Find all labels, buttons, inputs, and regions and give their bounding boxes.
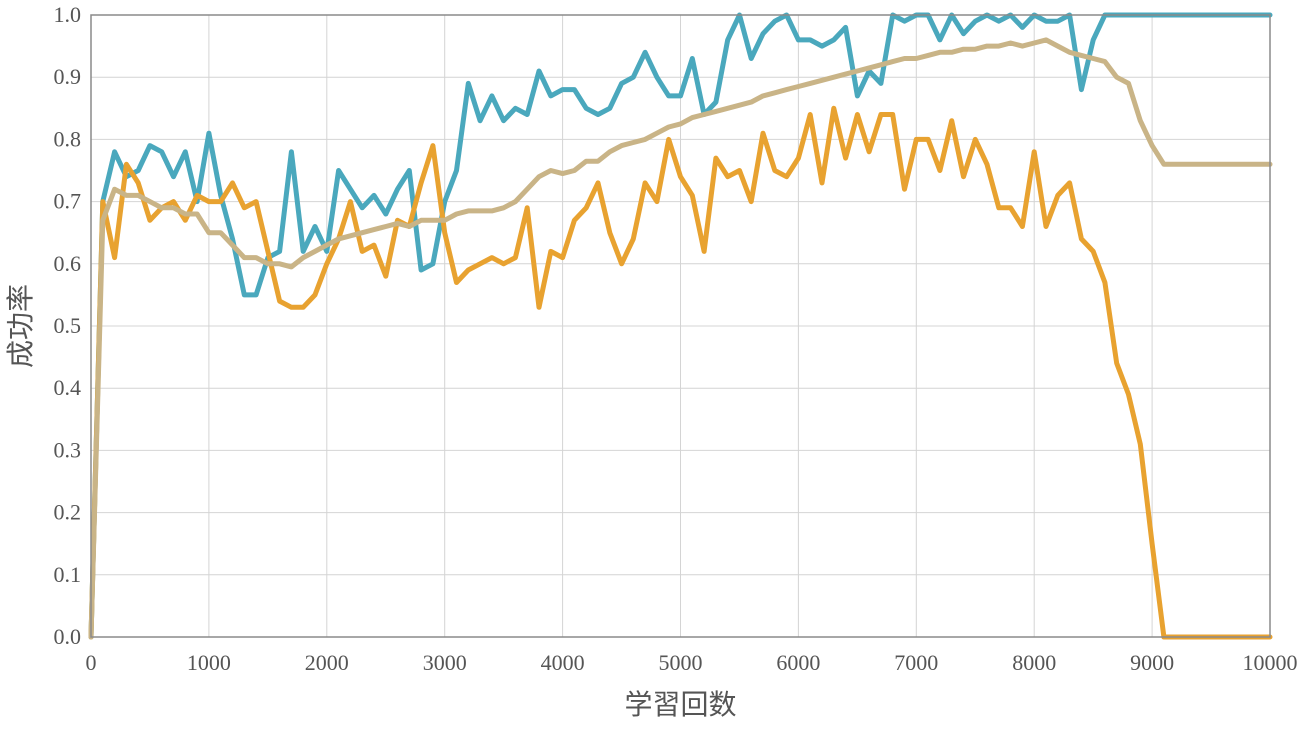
- x-tick-label: 7000: [894, 650, 938, 675]
- plot-frame: [90, 14, 1271, 638]
- x-axis-title: 学習回数: [624, 688, 736, 721]
- y-axis-title: 成功率: [4, 284, 37, 368]
- y-tick-label: 1.0: [54, 2, 82, 27]
- y-tick-label: 0.0: [54, 624, 82, 649]
- grid: [90, 14, 1271, 638]
- y-tick-label: 0.3: [54, 437, 82, 462]
- y-tick-label: 0.8: [54, 126, 82, 151]
- y-tick-label: 0.7: [54, 189, 82, 214]
- x-tick-label: 1000: [187, 650, 231, 675]
- x-tick-label: 2000: [305, 650, 349, 675]
- series-group: [88, 12, 1273, 640]
- y-tick-label: 0.4: [54, 375, 82, 400]
- series-line-1: [88, 12, 1273, 640]
- series-line-3: [88, 37, 1273, 640]
- x-tick-label: 6000: [776, 650, 820, 675]
- x-tick-label: 0: [86, 650, 97, 675]
- x-tick-label: 10000: [1243, 650, 1298, 675]
- y-tick-label: 0.6: [54, 251, 82, 276]
- x-tick-label: 5000: [659, 650, 703, 675]
- y-tick-label: 0.1: [54, 562, 82, 587]
- y-tick-label: 0.9: [54, 64, 82, 89]
- series-line-2: [88, 105, 1273, 640]
- x-axis-ticks: 0 1000 2000 3000 4000 5000 6000 7000 8000 9000 100…: [86, 650, 1298, 675]
- x-tick-label: 4000: [541, 650, 585, 675]
- y-tick-label: 0.2: [54, 500, 82, 525]
- x-tick-label: 3000: [423, 650, 467, 675]
- x-tick-label: 9000: [1130, 650, 1174, 675]
- y-axis-ticks: 0.0 0.1 0.2 0.3 0.4 0.5 0.6 0.7 0.8 0.9 1.0: [54, 2, 82, 649]
- y-tick-label: 0.5: [54, 313, 82, 338]
- x-tick-label: 8000: [1012, 650, 1056, 675]
